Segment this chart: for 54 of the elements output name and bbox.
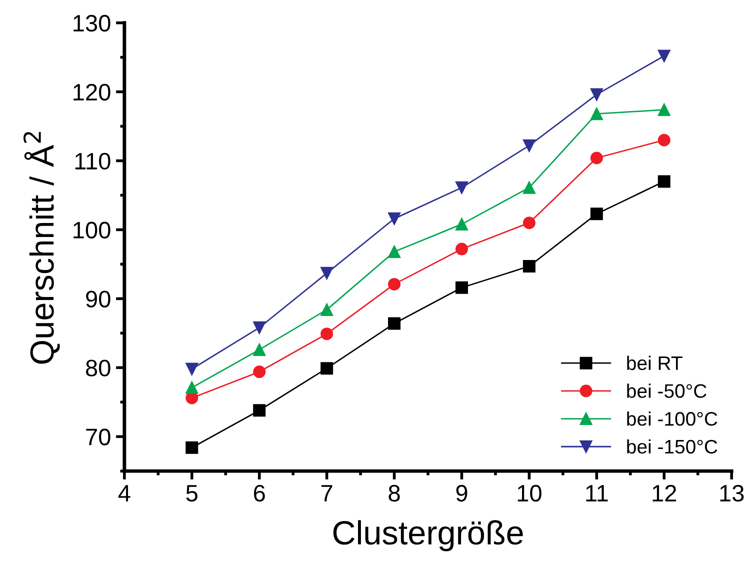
x-tick-label: 6 — [254, 484, 265, 502]
x-tick-label: 5 — [186, 485, 198, 502]
point — [590, 108, 603, 120]
point — [320, 303, 334, 316]
point — [388, 212, 401, 225]
x-tick-label: 7 — [321, 485, 332, 502]
point — [388, 278, 401, 290]
y-tick-label: 100 — [74, 222, 110, 239]
y-tick-label: 110 — [75, 152, 110, 170]
point — [320, 266, 334, 280]
point — [522, 260, 536, 273]
point — [455, 181, 468, 194]
x-tick-label: 8 — [388, 484, 400, 502]
legend-label: bei -100°C — [627, 411, 718, 426]
y-tick-label: 90 — [86, 290, 110, 308]
point — [658, 103, 670, 116]
legend-label: bei RT — [627, 356, 682, 370]
x-tick-label: 11 — [586, 485, 608, 502]
point — [186, 381, 198, 394]
point — [253, 404, 266, 417]
x-axis-title: Clustergröße — [333, 520, 523, 552]
point — [455, 218, 468, 230]
point — [253, 366, 266, 378]
point — [658, 175, 670, 188]
point — [522, 139, 536, 152]
x-tick-label: 4 — [118, 485, 130, 502]
point — [658, 134, 670, 146]
point — [320, 362, 334, 375]
y-tick-label: 130 — [74, 14, 110, 32]
point — [388, 317, 401, 330]
point — [186, 362, 198, 376]
y-tick-label: 120 — [74, 84, 110, 101]
x-tick-label: 9 — [456, 484, 468, 502]
point — [388, 246, 401, 258]
point — [320, 328, 334, 340]
point — [522, 181, 536, 194]
x-tick-label: 12 — [652, 484, 676, 502]
point — [455, 281, 468, 294]
legend-label: bei -150°C — [627, 439, 718, 454]
legend-label: bei -50°C — [627, 384, 706, 398]
point — [590, 88, 603, 101]
point — [253, 321, 266, 334]
y-axis-title: Querschnitt / Å$^{2}$ — [23, 132, 60, 364]
point — [455, 242, 468, 256]
point — [658, 50, 670, 62]
x-tick-label: 13 — [720, 484, 744, 502]
point — [590, 208, 603, 220]
x-tick-label: 10 — [518, 484, 542, 502]
point — [186, 441, 198, 454]
point — [253, 343, 266, 356]
y-tick-label: 80 — [86, 360, 110, 376]
point — [590, 152, 603, 164]
y-tick-label: 70 — [86, 428, 110, 446]
point — [522, 216, 536, 230]
